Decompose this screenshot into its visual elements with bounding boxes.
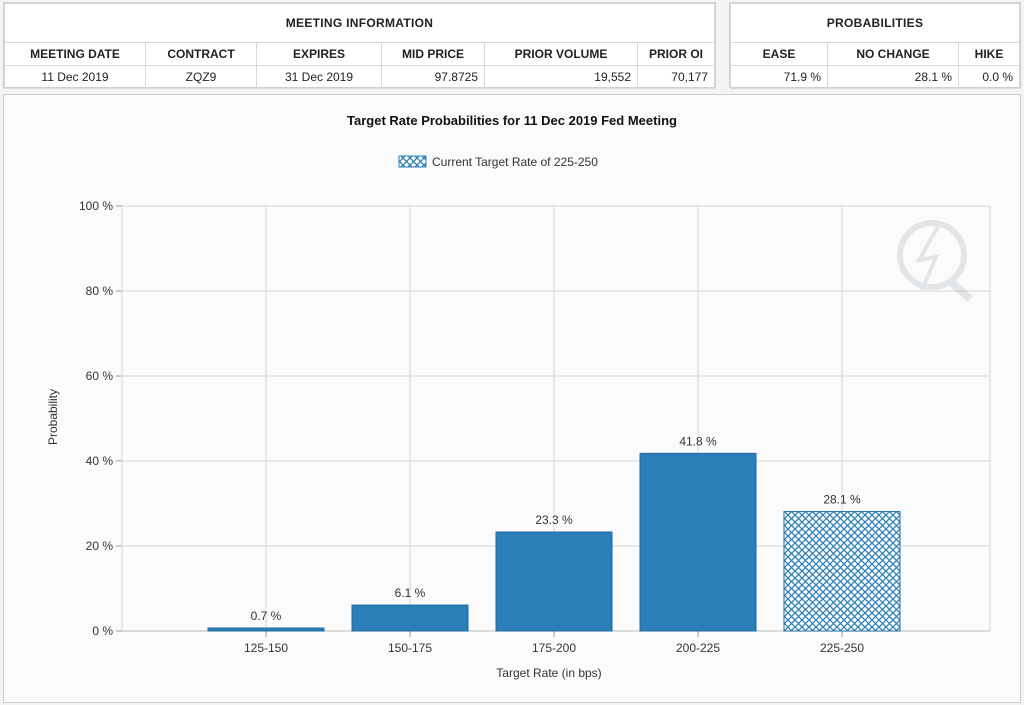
x-tick-label: 150-175 bbox=[388, 641, 432, 655]
mid-price-value: 97.8725 bbox=[381, 65, 485, 89]
y-tick-label: 40 % bbox=[86, 454, 114, 468]
chart-title: Target Rate Probabilities for 11 Dec 201… bbox=[347, 113, 677, 128]
prior-oi-value: 70,177 bbox=[637, 65, 715, 89]
header-meeting-date: MEETING DATE bbox=[4, 42, 146, 66]
prior-volume-value: 19,552 bbox=[484, 65, 638, 89]
meeting-date-value: 11 Dec 2019 bbox=[4, 65, 146, 89]
bars-layer bbox=[207, 452, 901, 632]
hike-value: 0.0 % bbox=[958, 65, 1020, 89]
header-hike: HIKE bbox=[958, 42, 1020, 66]
meeting-information-panel: MEETING INFORMATION MEETING DATE CONTRAC… bbox=[3, 2, 716, 89]
y-axis-label: Probability bbox=[46, 389, 60, 445]
legend-swatch bbox=[398, 155, 427, 168]
ease-value: 71.9 % bbox=[730, 65, 828, 89]
y-tick-label: 20 % bbox=[86, 539, 114, 553]
bar-value-label: 0.7 % bbox=[251, 609, 282, 623]
header-mid-price: MID PRICE bbox=[381, 42, 485, 66]
header-prior-oi: PRIOR OI bbox=[637, 42, 715, 66]
chart-legend[interactable]: Current Target Rate of 225-250 bbox=[398, 155, 598, 169]
bar-value-label: 28.1 % bbox=[823, 493, 861, 507]
header-expires: EXPIRES bbox=[256, 42, 382, 66]
meeting-information-title: MEETING INFORMATION bbox=[4, 3, 715, 43]
y-tick-label: 80 % bbox=[86, 284, 114, 298]
y-tick-label: 100 % bbox=[79, 199, 113, 213]
labels-layer: 0 % 20 % 40 % 60 % 80 % 100 % 0.7 % 125-150 6.1 … bbox=[79, 199, 864, 655]
no-change-value: 28.1 % bbox=[827, 65, 959, 89]
header-contract: CONTRACT bbox=[145, 42, 257, 66]
probabilities-table: PROBABILITIES EASE NO CHANGE HIKE 71.9 %… bbox=[730, 3, 1020, 89]
probability-bar-chart: Target Rate Probabilities for 11 Dec 201… bbox=[46, 113, 991, 680]
bar-value-label: 6.1 % bbox=[395, 586, 426, 600]
header-no-change: NO CHANGE bbox=[827, 42, 959, 66]
legend-label: Current Target Rate of 225-250 bbox=[432, 155, 598, 169]
chart-panel: Target Rate Probabilities for 11 Dec 201… bbox=[3, 94, 1021, 703]
header-prior-volume: PRIOR VOLUME bbox=[484, 42, 638, 66]
x-tick-label: 225-250 bbox=[820, 641, 864, 655]
x-tick-label: 125-150 bbox=[244, 641, 288, 655]
meeting-information-table: MEETING INFORMATION MEETING DATE CONTRAC… bbox=[4, 3, 715, 89]
bar-200-225[interactable] bbox=[639, 452, 757, 632]
contract-value: ZQZ9 bbox=[145, 65, 257, 89]
bar-175-200[interactable] bbox=[495, 531, 613, 632]
expires-value: 31 Dec 2019 bbox=[256, 65, 382, 89]
probabilities-title: PROBABILITIES bbox=[730, 3, 1020, 43]
x-axis-label: Target Rate (in bps) bbox=[496, 666, 601, 680]
y-tick-label: 60 % bbox=[86, 369, 114, 383]
probabilities-panel: PROBABILITIES EASE NO CHANGE HIKE 71.9 %… bbox=[729, 2, 1021, 89]
bar-value-label: 41.8 % bbox=[679, 434, 717, 448]
x-tick-label: 175-200 bbox=[532, 641, 576, 655]
x-tick-label: 200-225 bbox=[676, 641, 720, 655]
y-tick-label: 0 % bbox=[92, 624, 113, 638]
bar-150-175[interactable] bbox=[351, 604, 469, 632]
bar-value-label: 23.3 % bbox=[535, 513, 573, 527]
watermark-logo bbox=[897, 220, 973, 302]
bar-125-150[interactable] bbox=[207, 627, 325, 632]
bar-225-250[interactable] bbox=[783, 511, 901, 632]
header-ease: EASE bbox=[730, 42, 828, 66]
